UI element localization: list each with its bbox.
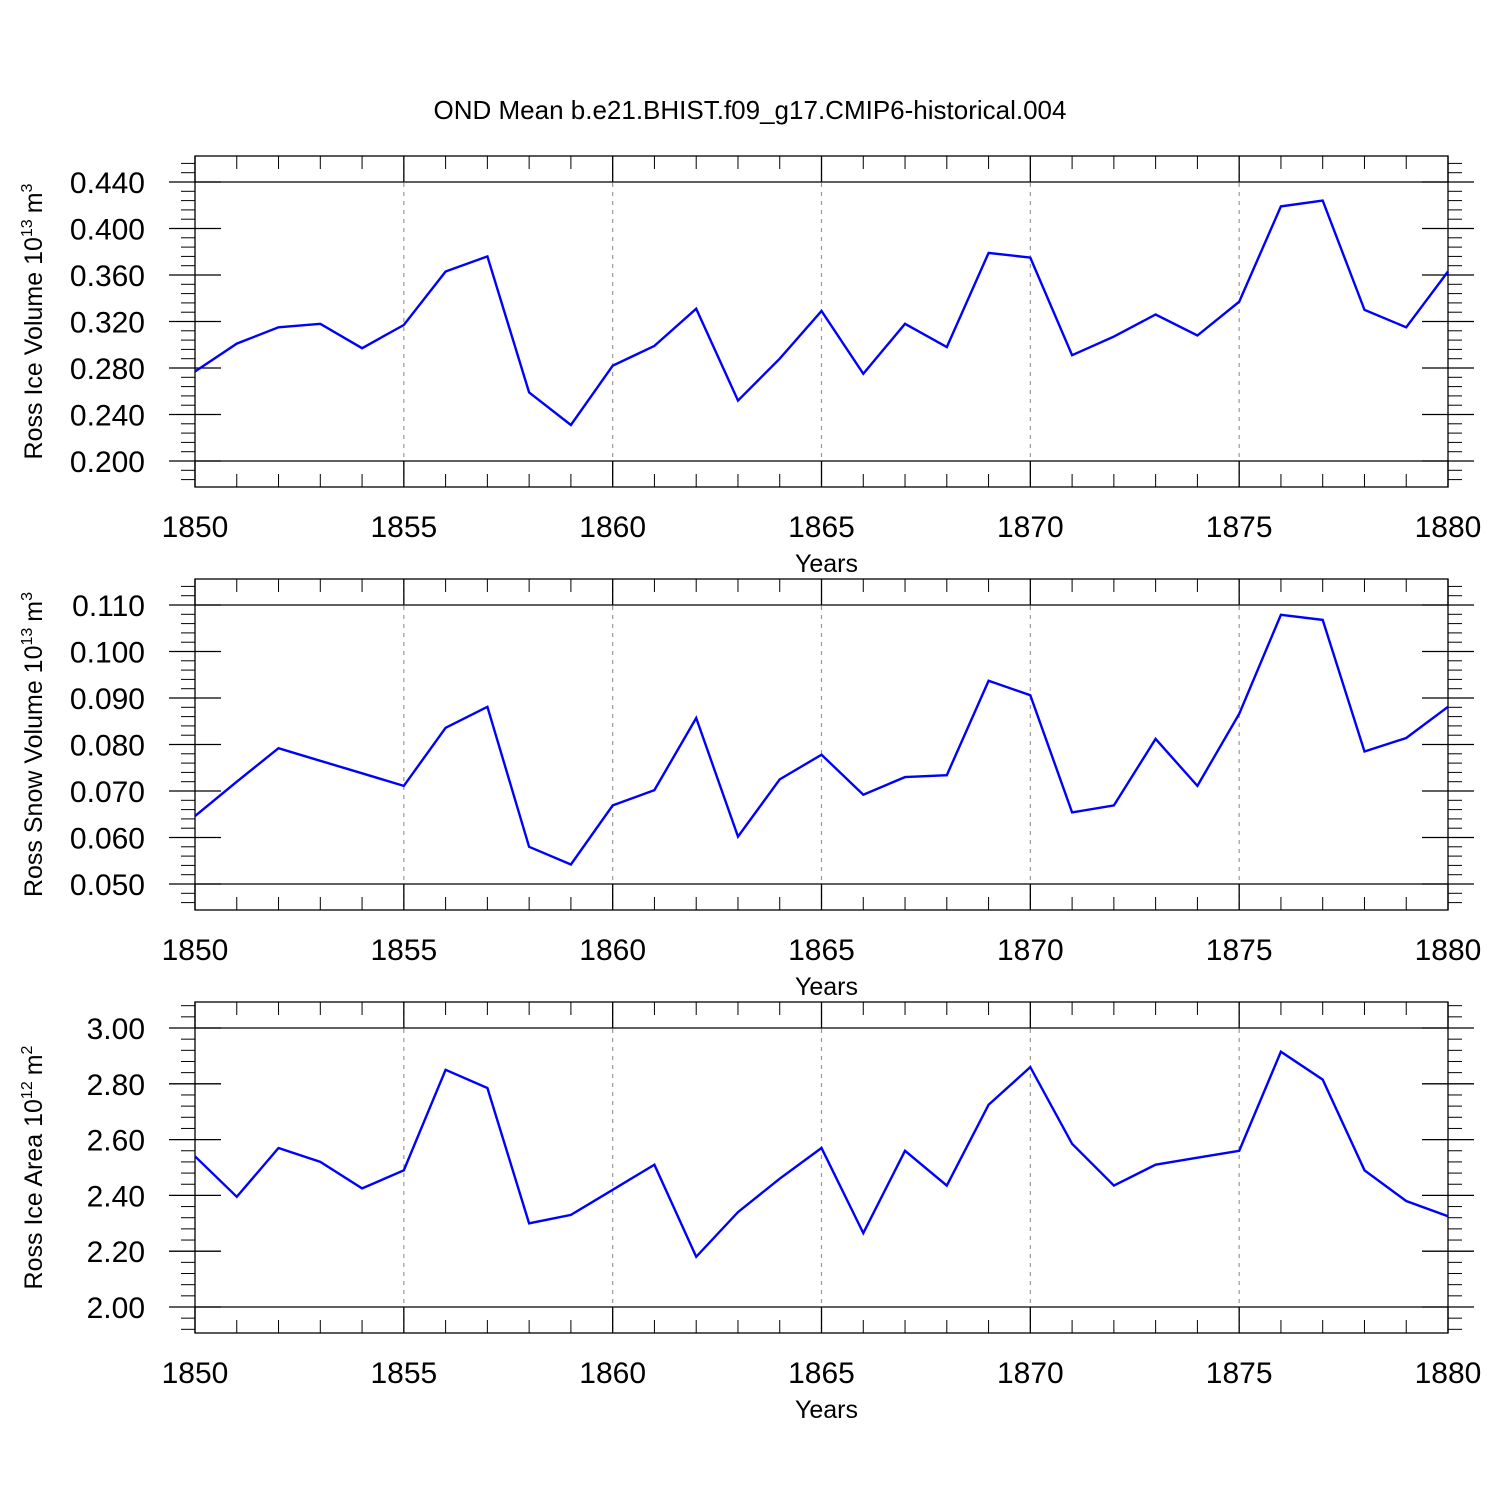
y-tick-label: 0.240 [70,400,145,433]
x-tick-label: 1880 [1415,1357,1482,1390]
x-tick-label: 1850 [162,1357,229,1390]
x-tick-label: 1870 [997,1357,1064,1390]
y-axis-title-unit: m [20,192,48,213]
x-tick-label: 1860 [579,1357,646,1390]
y-tick-label: 0.090 [70,683,145,716]
x-tick-label: 1865 [788,934,855,967]
y-tick-label: 0.070 [70,776,145,809]
y-tick-label: 0.320 [70,307,145,340]
y-axis-title-unit-exponent: 3 [19,592,36,601]
y-axis-title-exponent: 13 [19,628,36,646]
y-axis-title: Ross Ice Area 1012 m2 [19,1045,48,1289]
y-axis-title-text: Ross Ice Volume 10 [20,237,48,459]
chart-panel-1: 0.200 0.240 0.280 0.320 0.360 0.400 0.440 1850 1… [19,155,1482,578]
y-tick-label: 3.00 [87,1013,145,1046]
y-axis-title-text: Ross Ice Area 10 [20,1099,48,1289]
series-line [194,1049,1449,1259]
series-line [194,613,1449,866]
y-tick-label: 0.280 [70,353,145,386]
y-tick-label: 2.20 [87,1236,145,1269]
y-tick-label: 2.40 [87,1180,145,1213]
x-tick-label: 1870 [997,934,1064,967]
x-tick-label: 1860 [579,934,646,967]
chart-panel-2: 0.050 0.060 0.070 0.080 0.090 0.100 0.110 1850 1… [19,578,1482,1001]
x-tick-label: 1850 [162,511,229,544]
y-tick-label: 0.060 [70,823,145,856]
x-tick-label: 1865 [788,1357,855,1390]
x-tick-label: 1855 [370,511,437,544]
x-tick-label: 1855 [370,1357,437,1390]
y-tick-label: 0.400 [70,214,145,247]
x-axis-title: Years [795,973,858,1001]
x-axis-title: Years [795,1396,858,1424]
y-tick-label: 0.050 [70,869,145,902]
y-tick-label: 0.440 [70,167,145,200]
y-tick-label: 0.360 [70,260,145,293]
figure-title: OND Mean b.e21.BHIST.f09_g17.CMIP6-histo… [434,95,1067,125]
y-tick-label: 0.100 [70,637,145,670]
x-tick-label: 1875 [1206,511,1273,544]
y-tick-label: 0.080 [70,730,145,763]
x-tick-label: 1855 [370,934,437,967]
x-tick-label: 1875 [1206,934,1273,967]
x-tick-label: 1850 [162,934,229,967]
x-tick-label: 1865 [788,511,855,544]
y-axis-title-unit: m [20,1054,48,1075]
y-axis-title-unit-exponent: 2 [19,1045,36,1054]
y-tick-label: 2.60 [87,1125,145,1158]
x-tick-label: 1880 [1415,934,1482,967]
x-tick-label: 1875 [1206,1357,1273,1390]
x-tick-label: 1870 [997,511,1064,544]
y-axis-title: Ross Ice Volume 1013 m3 [19,183,48,459]
y-axis-title-unit-exponent: 3 [19,183,36,192]
y-axis-title-text: Ross Snow Volume 10 [20,646,48,898]
y-tick-label: 0.110 [72,590,145,623]
y-tick-label: 2.80 [87,1069,145,1102]
y-axis-title-exponent: 13 [19,219,36,237]
chart-panel-3: 2.00 2.20 2.40 2.60 2.80 3.00 1850 1855 1860 1865… [19,1001,1482,1424]
y-tick-label: 2.00 [87,1292,145,1325]
x-axis-title: Years [795,550,858,578]
y-tick-label: 0.200 [70,446,145,479]
series-line [194,199,1449,427]
panels: 0.200 0.240 0.280 0.320 0.360 0.400 0.440 1850 1… [19,155,1482,1424]
y-axis-title: Ross Snow Volume 1013 m3 [19,592,48,897]
y-axis-title-exponent: 12 [19,1081,36,1099]
x-tick-label: 1860 [579,511,646,544]
x-tick-label: 1880 [1415,511,1482,544]
y-axis-title-unit: m [20,601,48,622]
